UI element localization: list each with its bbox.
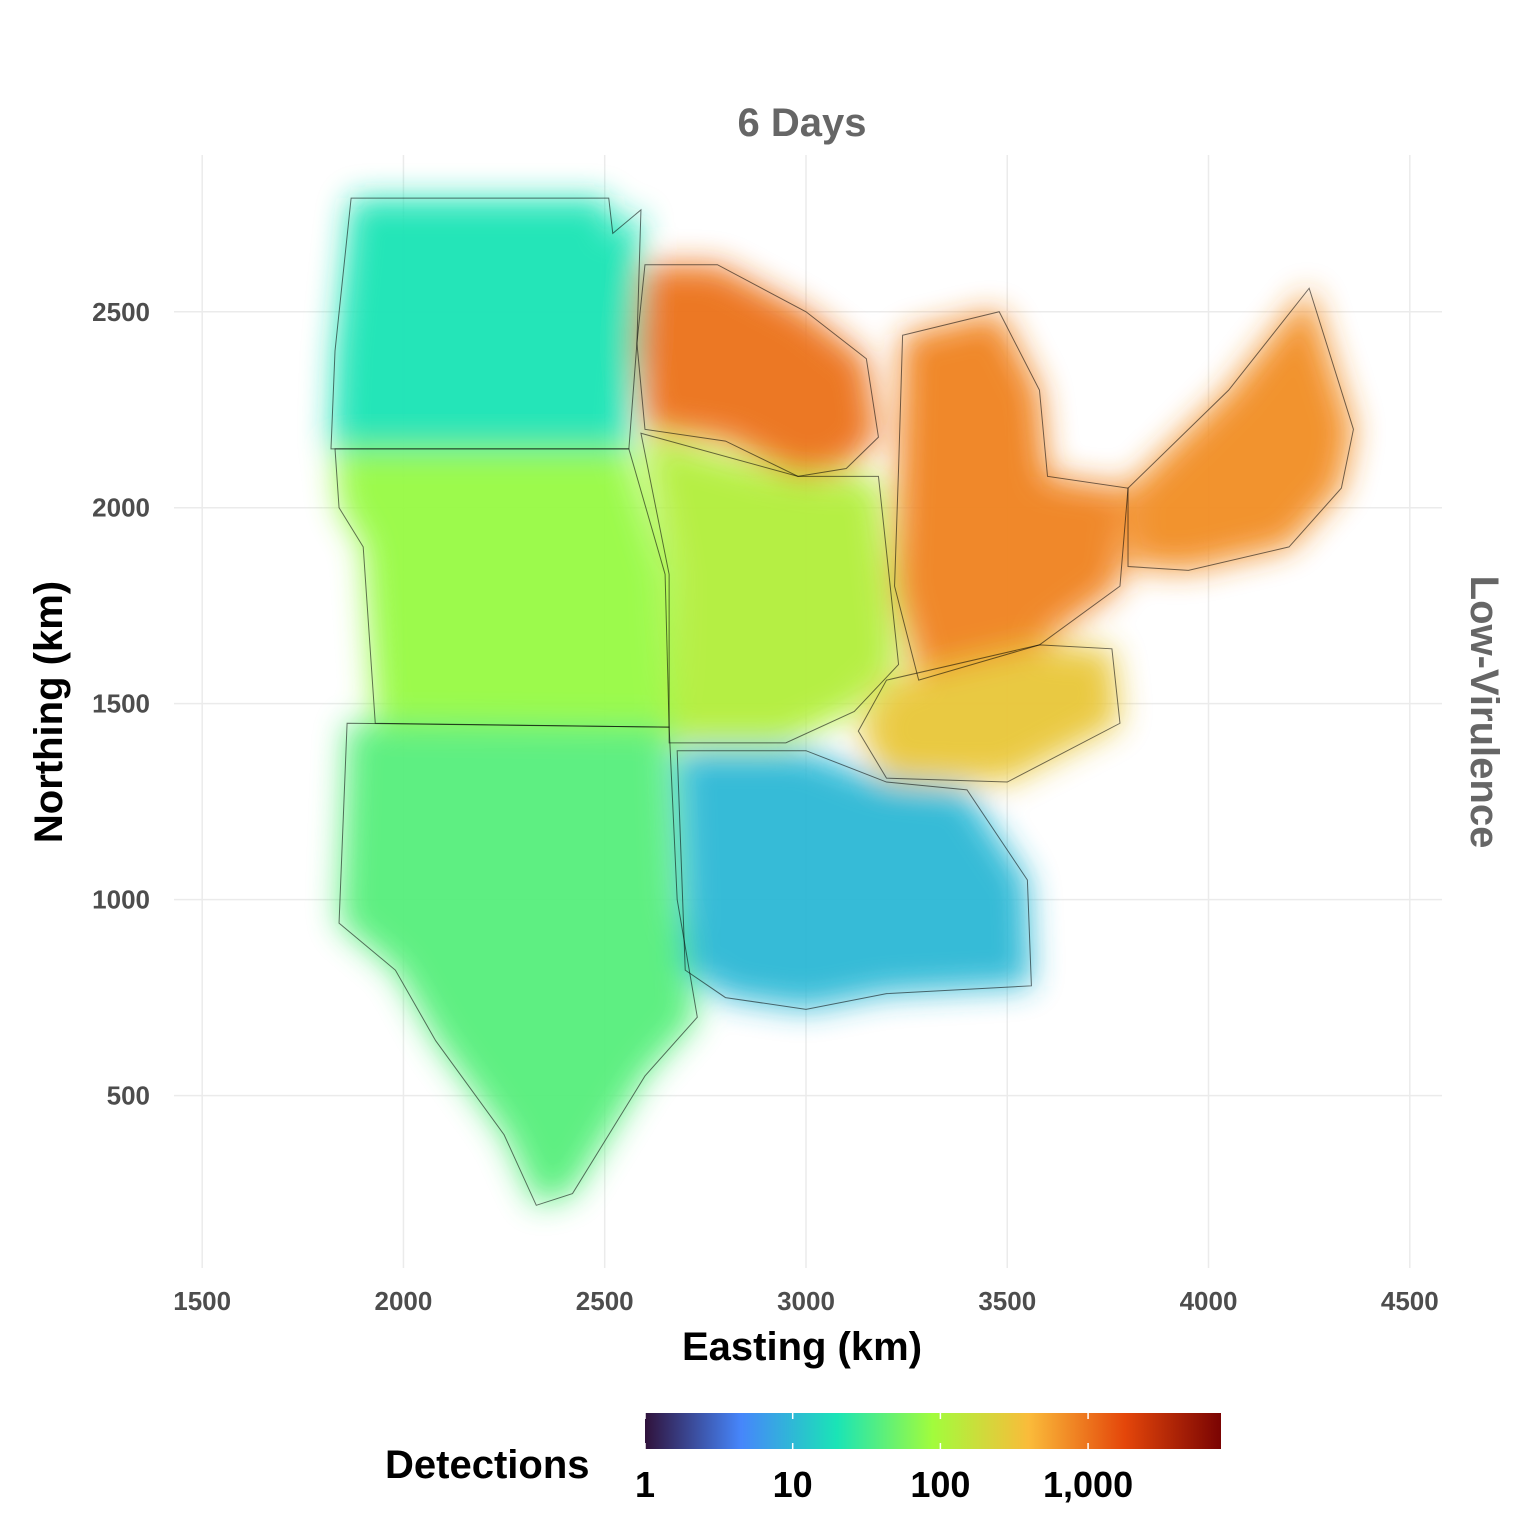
y-tick-label: 500 [107, 1081, 150, 1111]
legend-tick-label: 1,000 [1043, 1464, 1133, 1505]
heatmap-regions [330, 198, 1354, 1206]
chart-title: 6 Days [738, 101, 867, 145]
state-border [640, 432, 900, 744]
x-tick-label: 4000 [1180, 1286, 1238, 1316]
legend-colorbar [645, 1413, 1221, 1449]
heatmap-region [677, 750, 1032, 1010]
state-border [338, 722, 698, 1206]
heatmap-region [636, 264, 879, 477]
x-tick-label: 3000 [777, 1286, 835, 1316]
y-tick-label: 1000 [92, 885, 150, 915]
y-tick-label: 2000 [92, 493, 150, 523]
y-tick-labels: 500 1000 1500 2000 2500 [92, 297, 150, 1111]
x-tick-label: 4500 [1381, 1286, 1439, 1316]
x-tick-label: 1500 [173, 1286, 231, 1316]
heatmap-region [339, 723, 698, 1206]
y-axis-label: Northing (km) [27, 581, 71, 843]
x-tick-labels: 1500 2000 2500 3000 3500 4000 4500 [173, 1286, 1438, 1316]
facet-strip-label: Low-Virulence [1462, 576, 1506, 849]
y-tick-label: 2500 [92, 297, 150, 327]
legend-tick-label: 100 [910, 1464, 970, 1505]
legend: Detections 1 10 100 1,000 [385, 1413, 1221, 1505]
state-border [636, 264, 879, 477]
state-borders [330, 197, 1354, 1206]
state-border [676, 750, 1032, 1010]
heatmap-region [1128, 288, 1354, 571]
legend-tick-label: 10 [773, 1464, 813, 1505]
state-border [1127, 287, 1354, 571]
heatmap-region [335, 448, 670, 728]
heatmap-region [640, 433, 899, 743]
heatmap-region [894, 311, 1129, 681]
legend-tick-label: 1 [635, 1464, 655, 1505]
legend-title: Detections [385, 1443, 590, 1487]
x-tick-label: 2000 [375, 1286, 433, 1316]
x-tick-label: 2500 [576, 1286, 634, 1316]
heatmap-region [330, 198, 641, 449]
state-border [894, 311, 1129, 681]
y-tick-label: 1500 [92, 689, 150, 719]
legend-ticks: 1 10 100 1,000 [635, 1413, 1133, 1505]
x-tick-label: 3500 [978, 1286, 1036, 1316]
state-border [857, 644, 1121, 783]
x-axis-label: Easting (km) [682, 1325, 922, 1369]
